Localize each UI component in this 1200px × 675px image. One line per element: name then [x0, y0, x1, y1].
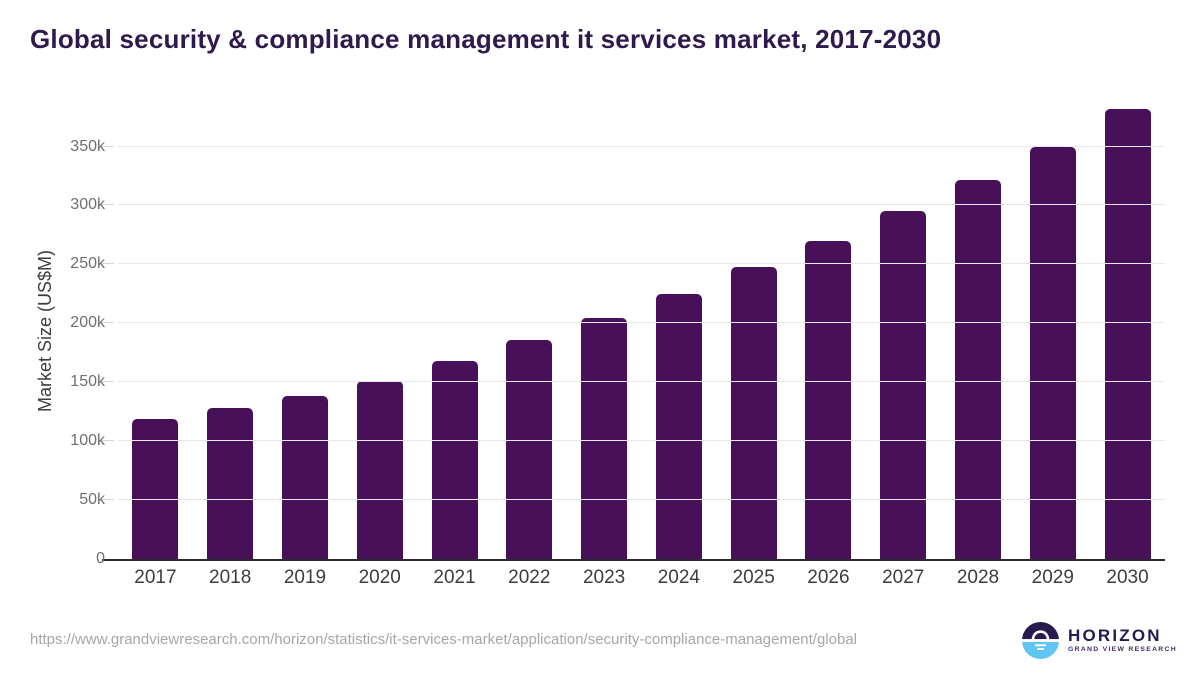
bar-2022[interactable]: [506, 340, 553, 559]
gridline-200k: [118, 322, 1165, 324]
horizon-logo-icon: [1022, 622, 1059, 659]
x-axis-labels: 2017 2018 2019 2020 2021 2022 2023 2024 2025 2026…: [118, 567, 1165, 589]
brand-tagline: GRAND VIEW RESEARCH: [1068, 646, 1177, 654]
gridline-150k: [118, 381, 1165, 383]
gridline-100k: [118, 440, 1165, 442]
y-tick-label-350k: 350k: [70, 137, 105, 155]
x-tick-label-2019: 2019: [283, 567, 327, 588]
bar-slot-2027: [866, 97, 941, 559]
x-tick-label-2021: 2021: [433, 567, 476, 588]
chart-title: Global security & compliance management …: [30, 24, 942, 54]
y-tick-label-100k: 100k: [70, 432, 105, 450]
y-tick-300k: [102, 204, 114, 206]
y-tick-350k: [102, 145, 114, 147]
x-tick-label-2026: 2026: [807, 567, 850, 588]
brand-logo: HORIZON GRAND VIEW RESEARCH: [1022, 622, 1177, 659]
y-tick-label-250k: 250k: [70, 255, 105, 273]
gridline-300k: [118, 204, 1165, 206]
x-tick-label-2027: 2027: [882, 567, 925, 588]
x-tick-label-2028: 2028: [956, 567, 1000, 588]
y-tick-label-150k: 150k: [70, 373, 105, 391]
bar-2017[interactable]: [132, 419, 179, 559]
zero-tick: [102, 559, 118, 561]
bar-2023[interactable]: [581, 317, 628, 559]
bar-slot-2029: [1015, 97, 1090, 559]
x-tick-label-2025: 2025: [732, 567, 775, 588]
bar-2019[interactable]: [281, 395, 328, 559]
bar-2030[interactable]: [1104, 109, 1151, 559]
y-axis-title: Market Size (US$M): [35, 249, 55, 413]
brand-text: HORIZON GRAND VIEW RESEARCH: [1068, 627, 1177, 654]
bar-2028[interactable]: [954, 179, 1001, 559]
y-tick-100k: [102, 440, 114, 442]
x-tick-label-2024: 2024: [657, 567, 700, 588]
bar-2020[interactable]: [356, 381, 403, 559]
y-tick-150k: [102, 381, 114, 383]
x-tick-label-2023: 2023: [582, 567, 626, 588]
bar-slot-2028: [941, 97, 1016, 559]
x-tick-label-2022: 2022: [508, 567, 551, 588]
gridline-50k: [118, 499, 1165, 501]
bar-2029[interactable]: [1029, 146, 1076, 559]
bar-slot-2021: [417, 97, 492, 559]
x-tick-label-2017: 2017: [134, 567, 177, 588]
bar-2024[interactable]: [655, 293, 702, 559]
source-url: https://www.grandviewresearch.com/horizo…: [30, 631, 857, 648]
brand-name: HORIZON: [1068, 626, 1162, 646]
bar-slot-2024: [641, 97, 716, 559]
y-tick-label-300k: 300k: [70, 196, 105, 214]
bar-2018[interactable]: [207, 408, 254, 559]
bar-2025[interactable]: [730, 267, 777, 559]
x-tick-label-2030: 2030: [1106, 567, 1149, 588]
x-tick-label-2029: 2029: [1031, 567, 1074, 588]
bar-slot-2023: [567, 97, 642, 559]
bar-slot-2017: [118, 97, 193, 559]
y-tick-250k: [102, 263, 114, 265]
bar-2027[interactable]: [880, 210, 927, 559]
bars: [118, 97, 1165, 559]
bar-slot-2030: [1090, 97, 1165, 559]
y-tick-200k: [102, 322, 114, 324]
bar-slot-2018: [193, 97, 268, 559]
x-tick-label-2018: 2018: [209, 567, 252, 588]
y-tick-50k: [102, 499, 114, 501]
bar-slot-2020: [342, 97, 417, 559]
x-tick-label-2020: 2020: [358, 567, 401, 588]
y-tick-label-0: 0: [96, 550, 105, 567]
bar-slot-2025: [716, 97, 791, 559]
plot-area: 0 50k 100k 150k 200k 250k 300k 350k: [70, 97, 1165, 567]
bar-2021[interactable]: [431, 361, 478, 559]
y-tick-label-200k: 200k: [70, 314, 105, 332]
bar-2026[interactable]: [805, 240, 852, 559]
bar-slot-2022: [492, 97, 567, 559]
gridline-350k: [118, 145, 1165, 147]
y-tick-label-50k: 50k: [79, 491, 105, 509]
bar-slot-2019: [268, 97, 343, 559]
bar-slot-2026: [791, 97, 866, 559]
gridline-250k: [118, 263, 1165, 265]
